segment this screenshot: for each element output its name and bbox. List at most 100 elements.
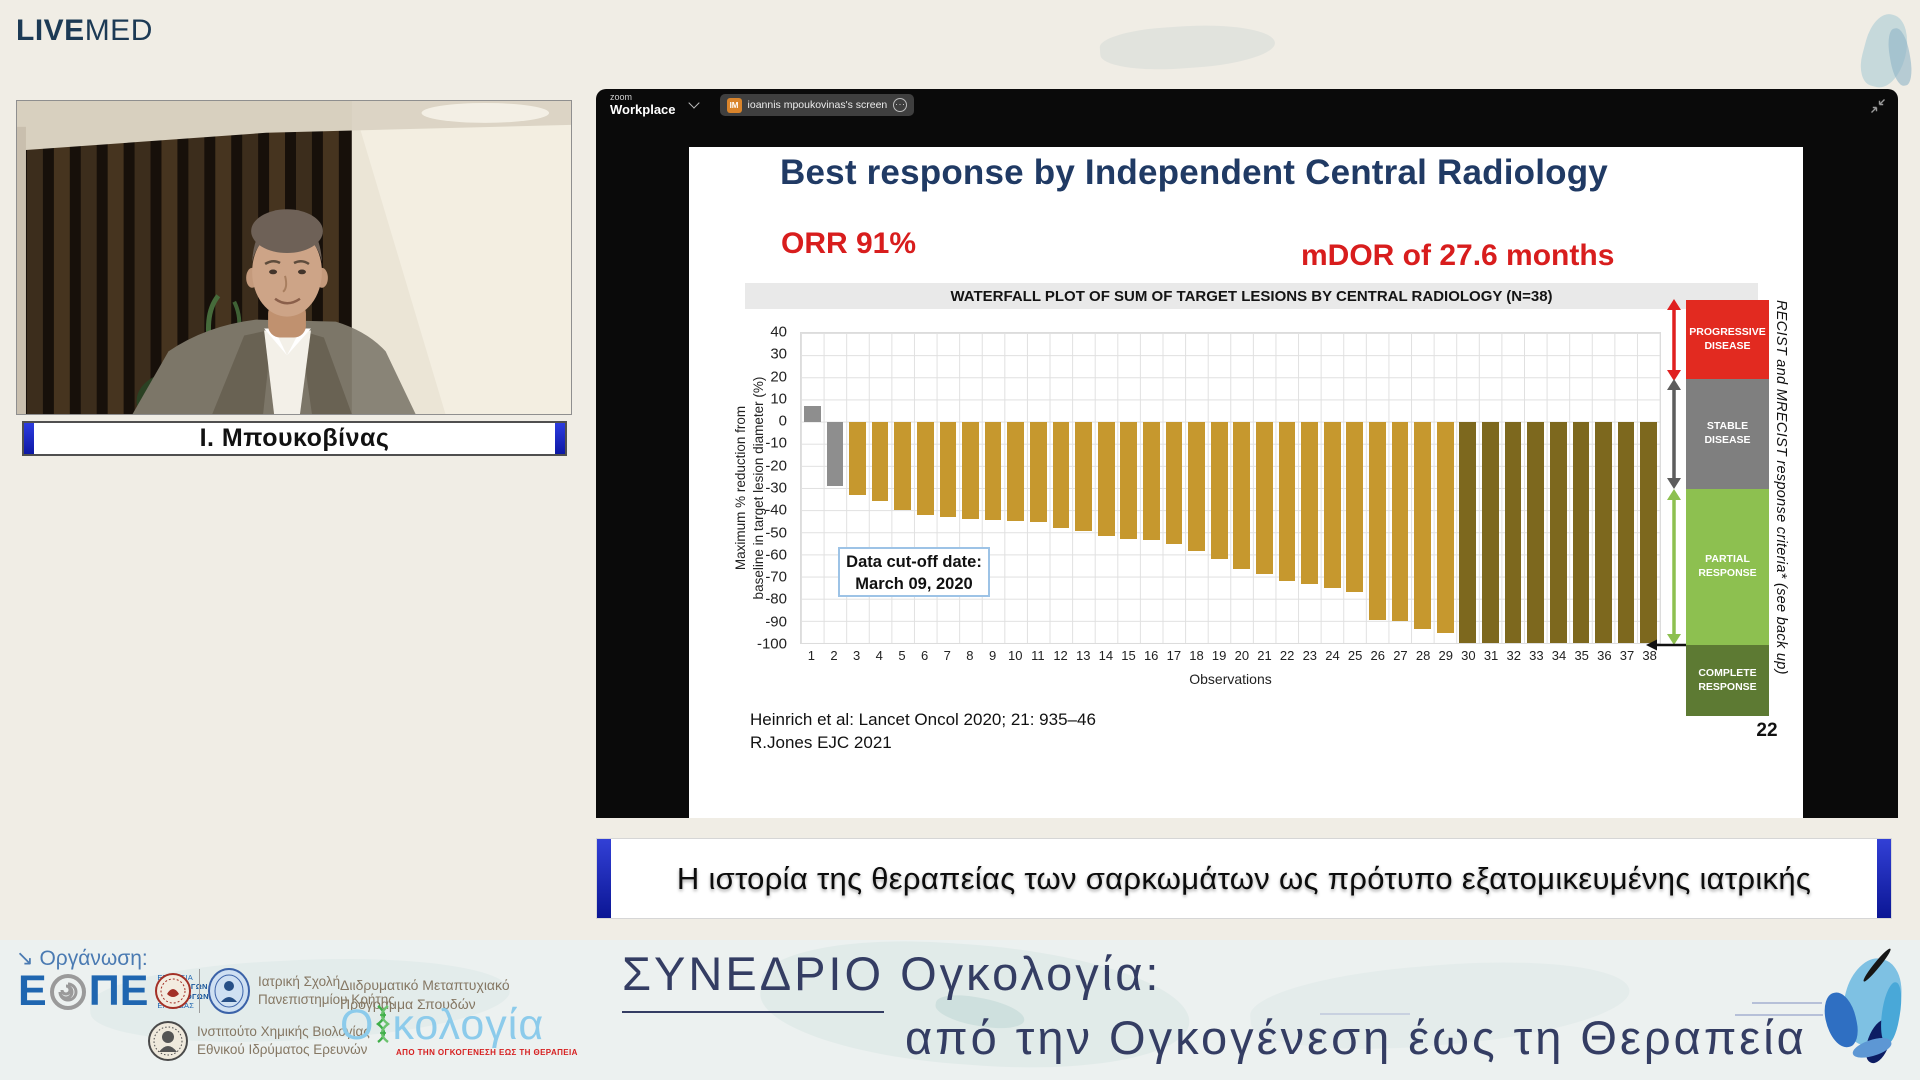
waterfall-bar-20 <box>1233 421 1251 569</box>
x-tick-14: 14 <box>1098 648 1114 663</box>
speaker-nameplate: Ι. Μπουκοβίνας <box>22 421 567 456</box>
x-tick-5: 5 <box>898 648 906 663</box>
share-avatar: IM <box>726 97 742 113</box>
x-tick-21: 21 <box>1257 648 1272 663</box>
x-tick-7: 7 <box>943 648 951 663</box>
conference-title-line2: από την Ογκογένεση έως τη Θεραπεία <box>905 1011 1807 1064</box>
lecture-title-banner: Η ιστορία της θεραπείας των σαρκωμάτων ω… <box>596 838 1892 919</box>
conference-title-underlined: ΣΥΝΕΔΡΙΟ <box>622 947 885 1013</box>
conference-title-rest: Ογκολογία: <box>884 947 1162 1000</box>
x-tick-6: 6 <box>920 648 929 663</box>
x-tick-3: 3 <box>853 648 861 663</box>
waterfall-bar-37 <box>1617 421 1635 643</box>
x-tick-27: 27 <box>1393 648 1408 663</box>
waterfall-bar-31 <box>1482 421 1499 643</box>
x-tick-26: 26 <box>1370 648 1385 663</box>
y-tick--90: -90 <box>765 613 787 631</box>
x-tick-31: 31 <box>1483 648 1499 663</box>
x-tick-2: 2 <box>830 648 838 663</box>
waterfall-bar-29 <box>1436 421 1454 634</box>
speaker-video-scene <box>17 101 571 414</box>
watercolor-decoration <box>1098 19 1277 75</box>
zoom-brand-bottom: Workplace <box>610 101 676 117</box>
x-axis-label: Observations <box>1189 671 1272 687</box>
x-tick-13: 13 <box>1075 648 1091 663</box>
x-tick-12: 12 <box>1053 648 1068 663</box>
banner-right-bar <box>1877 839 1891 918</box>
waterfall-bar-23 <box>1301 421 1318 585</box>
footer: ↘ Οργάνωση: Ε ΠΕ ΕΤΑΙΡΕΙΑ ΟΓΚΟΛΟΓΩΝ ΠΑΘΟ… <box>0 940 1920 1080</box>
presentation-slide: Best response by Independent Central Rad… <box>689 147 1803 818</box>
exit-fullscreen-icon[interactable] <box>1870 98 1886 114</box>
waterfall-bar-19 <box>1210 421 1228 559</box>
y-axis-ticks: 40 30 20 10 0 -10 -20 -30 -40 -50 -60 -70 -80 -90 -100 <box>747 324 793 653</box>
slide-page-number: 22 <box>1756 720 1778 741</box>
x-tick-1: 1 <box>807 648 815 663</box>
legend-partial-response: PARTIAL RESPONSE <box>1686 489 1769 645</box>
screen-share-pill[interactable]: IM ioannis mpoukovinas's screen ··· <box>719 94 915 116</box>
waterfall-bar-6 <box>916 421 934 515</box>
x-tick-19: 19 <box>1211 648 1227 663</box>
livemed-logo: LIVEMED <box>16 14 153 48</box>
reference-1: Heinrich et al: Lancet Oncol 2020; 21: 9… <box>750 710 1096 729</box>
zoom-window: zoom Workplace IM ioannis mpoukovinas's … <box>596 89 1898 818</box>
waterfall-bar-7 <box>939 421 957 517</box>
speaker-person <box>132 209 416 414</box>
eope-letter-e: Ε <box>18 967 47 1015</box>
oncology-logo-o: Ο <box>340 1001 375 1050</box>
x-tick-11: 11 <box>1031 648 1045 663</box>
nameplate-left-bar <box>24 423 34 454</box>
oncology-program-logo: Ο κολογία ΑΠΟ ΤΗΝ ΟΓΚΟΓΕΝΕΣΗ ΕΩΣ ΤΗ ΘΕΡΑ… <box>340 1004 578 1057</box>
waterfall-bar-38 <box>1640 421 1658 643</box>
decorative-dash <box>1752 1002 1822 1004</box>
waterfall-bar-30 <box>1459 421 1477 643</box>
references: Heinrich et al: Lancet Oncol 2020; 21: 9… <box>750 709 1096 755</box>
x-tick-16: 16 <box>1143 648 1159 663</box>
legend-complete-response: COMPLETE RESPONSE <box>1686 645 1769 716</box>
waterfall-bar-35 <box>1572 421 1590 643</box>
crete-blue-seal-icon <box>208 968 250 1014</box>
dna-helix-icon <box>376 1005 391 1043</box>
chevron-down-icon[interactable] <box>687 97 700 109</box>
waterfall-bar-4 <box>871 421 889 502</box>
waterfall-bar-33 <box>1527 421 1545 643</box>
waterfall-bar-21 <box>1256 421 1273 575</box>
waterfall-bar-24 <box>1323 421 1341 588</box>
waterfall-bar-27 <box>1391 421 1409 621</box>
chart-header: WATERFALL PLOT OF SUM OF TARGET LESIONS … <box>745 283 1758 309</box>
x-tick-24: 24 <box>1325 648 1340 663</box>
waterfall-bar-12 <box>1052 421 1070 528</box>
conference-title-line1: ΣΥΝΕΔΡΙΟ Ογκολογία: <box>622 946 1162 1013</box>
x-tick-34: 34 <box>1551 648 1567 663</box>
watercolor-decoration <box>1855 9 1915 93</box>
waterfall-bar-17 <box>1165 421 1183 545</box>
waterfall-bar-11 <box>1029 421 1047 523</box>
zoom-titlebar: zoom Workplace IM ioannis mpoukovinas's … <box>596 89 1898 121</box>
x-tick-33: 33 <box>1529 648 1544 663</box>
y-tick-10: 10 <box>770 390 787 408</box>
more-options-icon[interactable]: ··· <box>893 98 908 112</box>
x-tick-20: 20 <box>1234 648 1250 663</box>
y-tick-20: 20 <box>770 368 787 386</box>
orr-stat: ORR 91% <box>781 227 917 260</box>
eie-institute: Ινστιτούτο Χημικής Βιολογίας Εθνικού Ιδρ… <box>147 1020 370 1062</box>
x-tick-8: 8 <box>966 648 974 663</box>
x-tick-23: 23 <box>1302 648 1318 663</box>
legend-stable-disease: STABLE DISEASE <box>1686 379 1769 489</box>
x-tick-25: 25 <box>1347 648 1363 663</box>
waterfall-bar-26 <box>1369 421 1386 620</box>
waterfall-bar-5 <box>894 421 912 511</box>
masters-line1: Διιδρυματικό Μεταπτυχιακό <box>340 977 510 993</box>
waterfall-bar-13 <box>1075 421 1092 532</box>
livemed-logo-live: LIVE <box>16 14 85 47</box>
waterfall-bar-28 <box>1414 421 1431 629</box>
data-cutoff-box: Data cut-off date: March 09, 2020 <box>838 547 990 597</box>
y-tick--20: -20 <box>765 457 787 475</box>
waterfall-bar-14 <box>1097 421 1115 536</box>
oncology-tagline: ΑΠΟ ΤΗΝ ΟΓΚΟΓΕΝΕΣΗ ΕΩΣ ΤΗ ΘΕΡΑΠΕΙΑ <box>396 1048 578 1057</box>
crete-red-seal-icon <box>155 973 191 1009</box>
waterfall-bar-22 <box>1278 421 1296 581</box>
y-tick--50: -50 <box>765 524 787 542</box>
y-tick-0: 0 <box>778 412 787 430</box>
